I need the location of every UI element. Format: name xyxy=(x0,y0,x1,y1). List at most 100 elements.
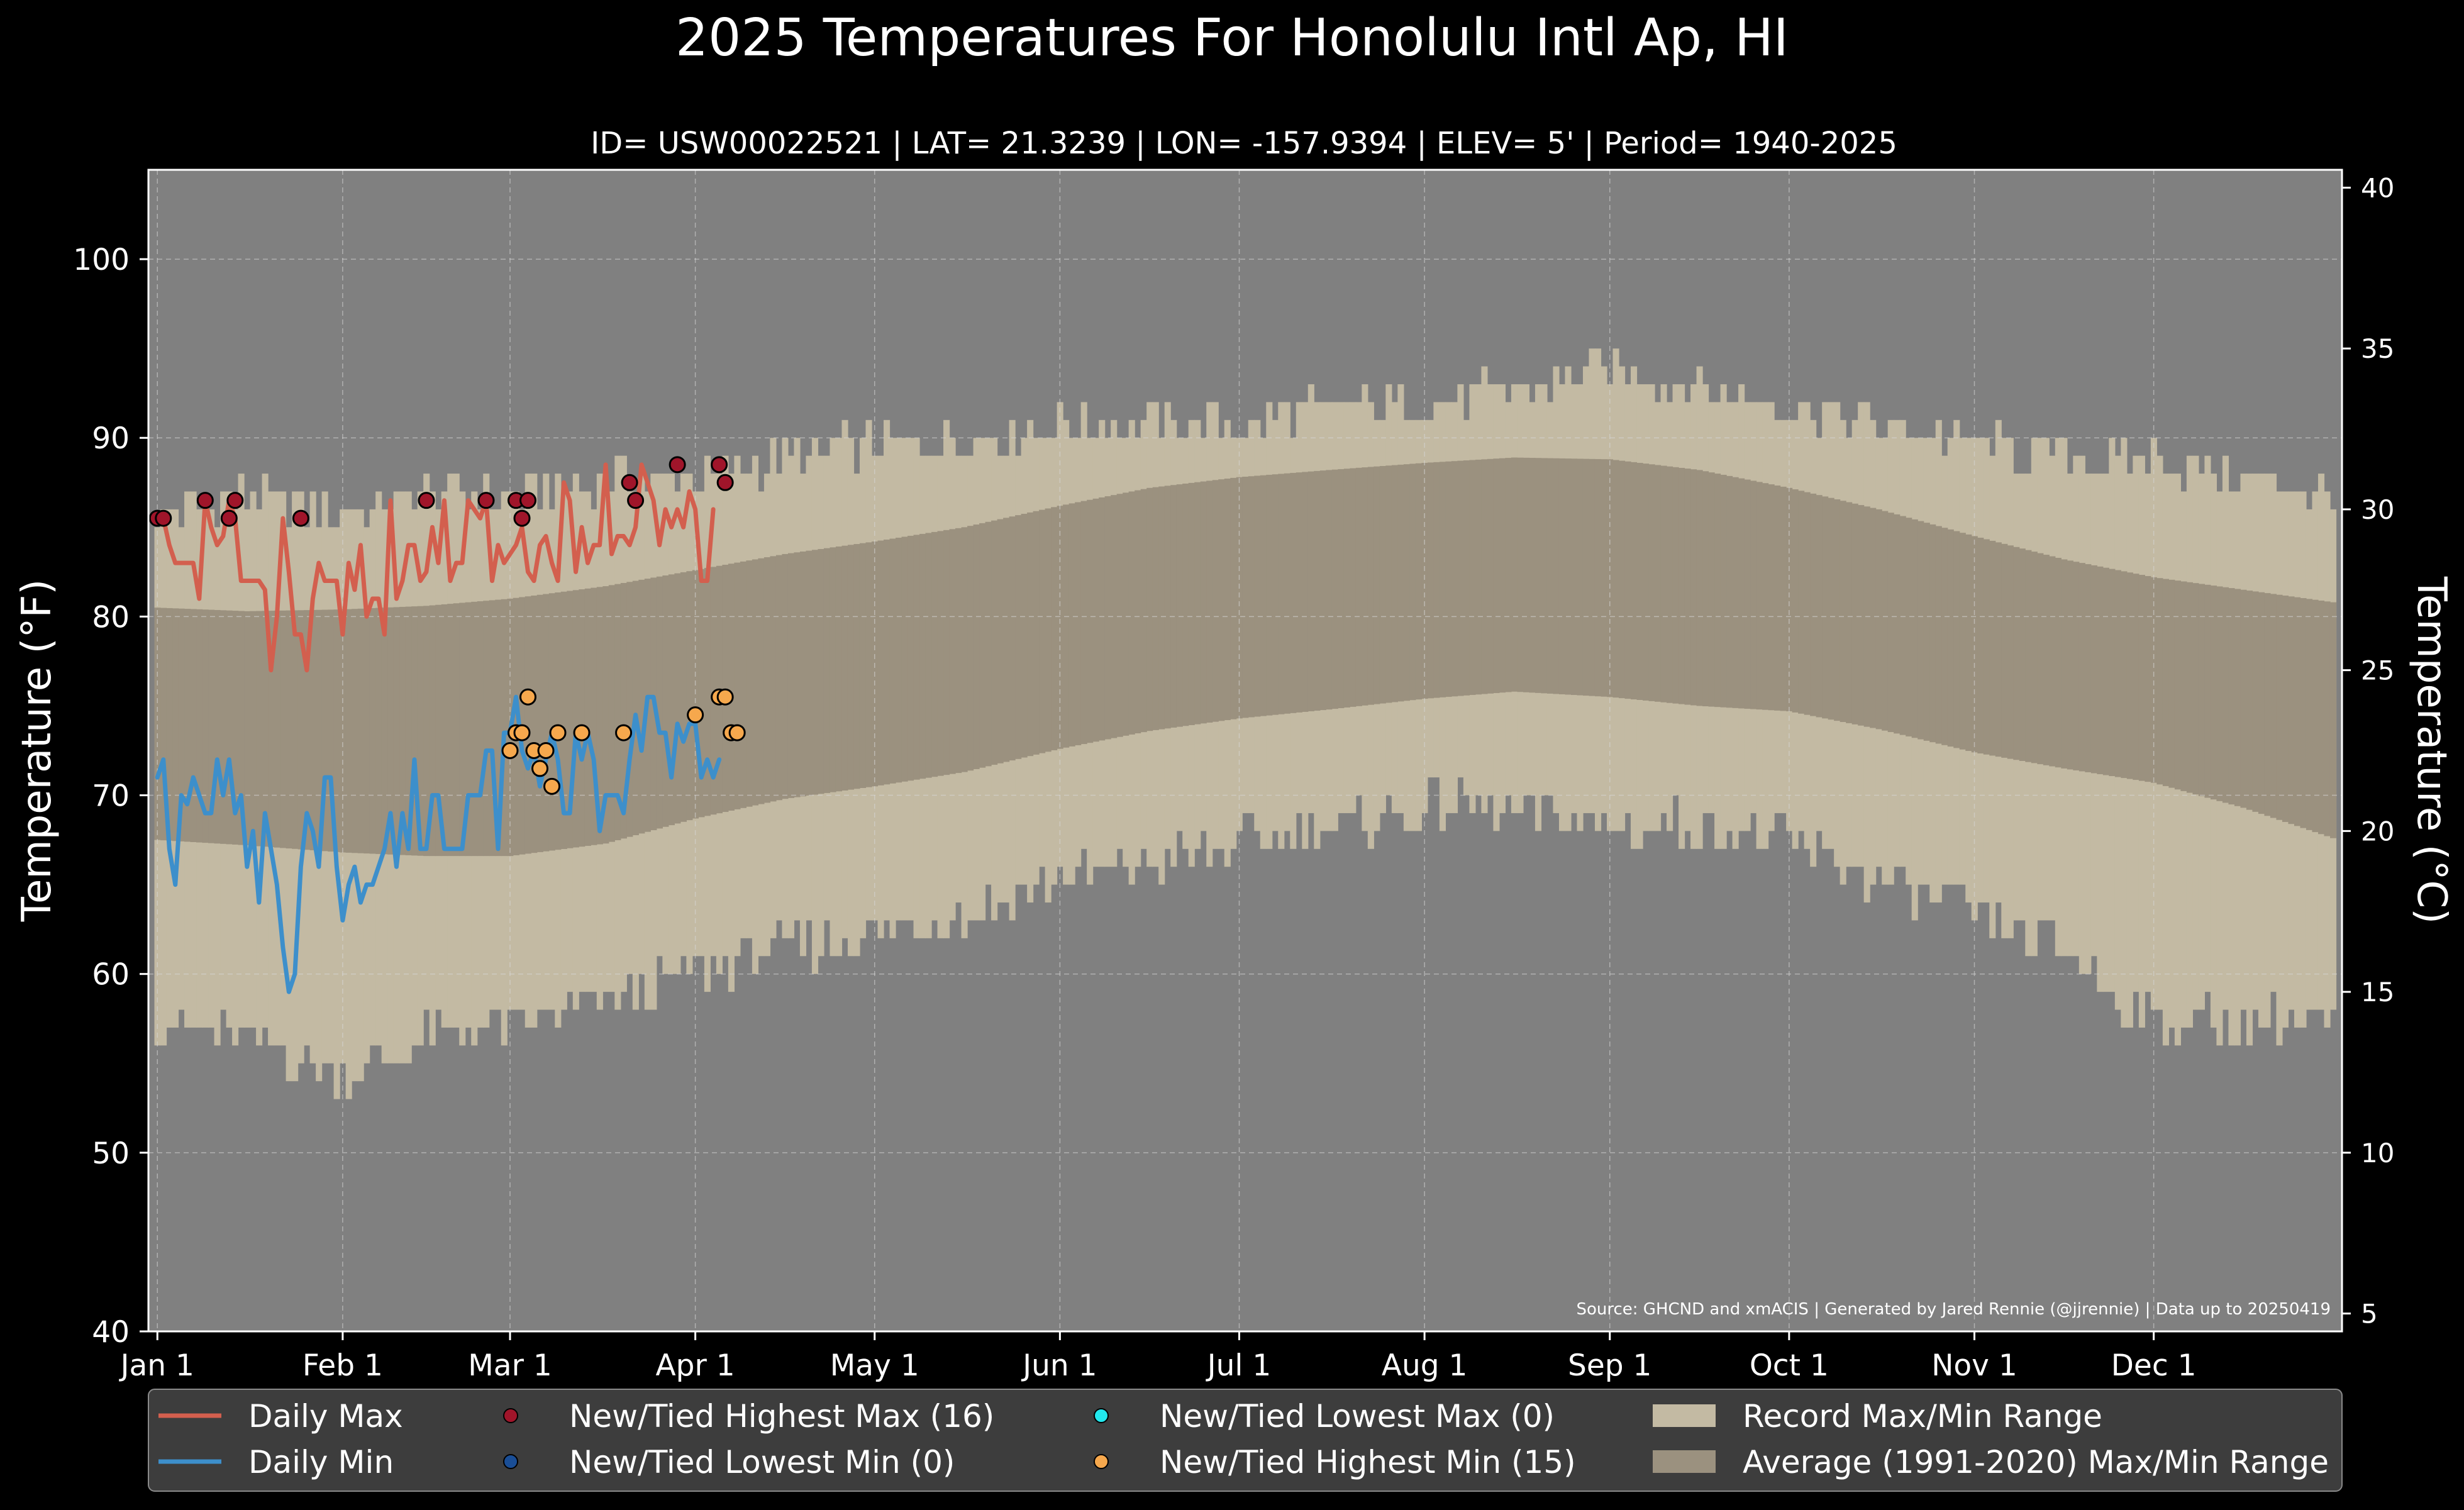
average-range-bar xyxy=(202,609,209,843)
average-range-bar xyxy=(238,611,245,845)
average-range-bar xyxy=(274,610,280,848)
average-range-bar xyxy=(572,590,579,848)
average-range-bar xyxy=(1445,461,1452,697)
chart-title: 2025 Temperatures For Honolulu Intl Ap, … xyxy=(675,8,1789,68)
average-range-bar xyxy=(1391,465,1398,702)
average-range-bar xyxy=(2090,565,2097,774)
average-range-bar xyxy=(2180,581,2187,791)
average-range-bar xyxy=(1439,462,1446,697)
y-right-tick-label: 35 xyxy=(2361,333,2394,364)
average-range-bar xyxy=(1182,483,1189,726)
average-range-bar xyxy=(1655,465,1662,702)
average-range-bar xyxy=(1493,458,1500,694)
average-range-bar xyxy=(1218,479,1225,721)
average-range-bar xyxy=(632,580,639,835)
average-range-bar xyxy=(1887,513,1894,733)
new-highest-max-point xyxy=(627,492,645,509)
average-range-bar xyxy=(770,556,777,802)
legend-dot-swatch xyxy=(1094,1408,1109,1423)
average-range-bar xyxy=(1152,487,1159,730)
new-highest-min-point xyxy=(543,777,561,795)
x-tick-label: Jun 1 xyxy=(1021,1348,1097,1383)
average-range-bar xyxy=(1565,458,1572,695)
average-range-bar xyxy=(357,608,364,853)
average-range-bar xyxy=(232,611,239,845)
new-highest-min-point xyxy=(716,688,734,706)
average-range-bar xyxy=(1822,496,1829,719)
average-range-bar xyxy=(405,606,412,855)
new-highest-min-point xyxy=(537,742,555,759)
average-range-bar xyxy=(501,599,508,857)
average-range-bar xyxy=(2073,562,2080,770)
average-range-bar xyxy=(1726,475,1733,708)
legend-dot-swatch xyxy=(1094,1454,1109,1469)
average-range-bar xyxy=(2317,601,2325,835)
grid-lines xyxy=(148,170,2342,1331)
average-range-bar xyxy=(746,560,753,807)
new-highest-max-point xyxy=(226,492,244,509)
average-range-bar xyxy=(674,573,681,824)
y-right-tick-label: 5 xyxy=(2361,1299,2378,1330)
new-highest-min-point xyxy=(549,724,567,741)
average-range-bar xyxy=(931,531,938,777)
average-range-bar xyxy=(1343,469,1350,708)
average-range-bar xyxy=(2216,586,2223,801)
average-range-bar xyxy=(2264,593,2271,816)
average-range-bar xyxy=(1810,493,1817,716)
average-range-bar xyxy=(2156,578,2163,785)
new-highest-min-point xyxy=(519,688,537,706)
average-range-bar xyxy=(1660,465,1667,702)
average-range-bar xyxy=(1804,492,1811,715)
average-range-bar xyxy=(495,599,502,857)
average-range-bar xyxy=(2126,572,2133,779)
average-range-bar xyxy=(584,588,591,846)
average-range-bar xyxy=(2210,586,2217,800)
average-range-bar xyxy=(2234,589,2241,806)
x-tick-label: Sep 1 xyxy=(1568,1348,1651,1383)
average-range-bar xyxy=(321,609,328,852)
average-range-bar xyxy=(1756,482,1763,710)
average-range-bar xyxy=(1092,498,1099,742)
average-range-bar xyxy=(752,559,759,806)
new-highest-max-point xyxy=(418,492,435,509)
average-range-bar xyxy=(1780,486,1787,711)
average-range-bar xyxy=(2300,598,2307,828)
source-note: Source: GHCND and xmACIS | Generated by … xyxy=(1576,1300,2331,1319)
average-range-bar xyxy=(1714,474,1721,708)
average-range-bar xyxy=(280,610,287,848)
average-range-bar xyxy=(543,594,550,852)
average-range-bar xyxy=(1917,521,1924,740)
average-range-bar xyxy=(1851,503,1858,724)
average-range-bar xyxy=(1499,458,1506,693)
average-range-bar xyxy=(1570,458,1578,696)
average-range-bar xyxy=(1953,531,1960,748)
average-range-bar xyxy=(483,601,490,857)
y-right-tick-label: 20 xyxy=(2361,816,2394,847)
average-range-bar xyxy=(1111,495,1118,738)
y-right-tick-label: 30 xyxy=(2361,494,2394,525)
average-range-bar xyxy=(1911,519,1918,738)
average-range-bar xyxy=(1355,467,1362,706)
average-range-bar xyxy=(489,600,496,857)
new-highest-max-point xyxy=(220,509,238,527)
legend-dot-swatch xyxy=(503,1454,518,1469)
average-range-bar xyxy=(608,585,615,842)
average-range-bar xyxy=(1696,470,1703,706)
x-tick-label: Nov 1 xyxy=(1931,1348,2017,1383)
average-range-bar xyxy=(1063,504,1070,748)
average-range-bar xyxy=(997,519,1004,763)
average-range-bar xyxy=(375,608,382,854)
average-range-bar xyxy=(1374,466,1380,704)
average-range-bar xyxy=(1816,495,1823,718)
average-range-bar xyxy=(2078,563,2085,772)
average-range-bar xyxy=(2294,597,2301,826)
average-range-bar xyxy=(1558,458,1566,694)
average-range-bar xyxy=(2133,574,2139,780)
average-range-bar xyxy=(2222,587,2229,803)
average-range-bar xyxy=(2121,571,2128,779)
new-highest-min-point xyxy=(687,706,704,724)
average-range-bar xyxy=(548,593,555,851)
average-range-bar xyxy=(309,609,316,850)
average-range-bar xyxy=(889,538,896,784)
average-range-bar xyxy=(2031,552,2038,763)
